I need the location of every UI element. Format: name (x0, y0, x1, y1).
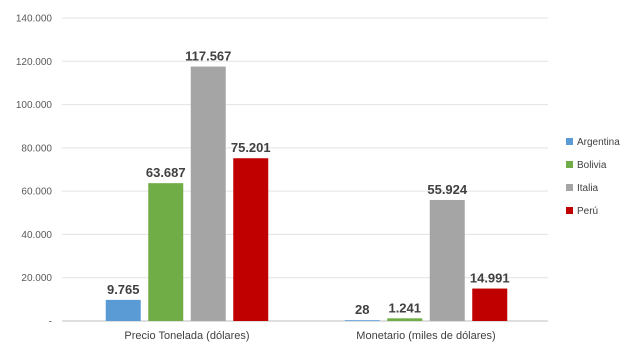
data-label: 14.991 (470, 271, 510, 286)
bar-bolivia-0 (148, 183, 184, 321)
legend-swatch-argentina (566, 138, 573, 145)
y-tick-label: 140.000 (16, 14, 53, 25)
bar-perú-0 (233, 158, 269, 321)
bar-argentina-0 (105, 299, 141, 321)
bar-italia-0 (190, 66, 226, 321)
legend-label: Bolivia (577, 160, 607, 171)
data-label: 9.765 (107, 282, 140, 297)
y-tick-label: 60.000 (21, 187, 52, 198)
y-tick-label: 100.000 (16, 100, 53, 111)
x-axis: Precio Tonelada (dólares) Monetario (mile… (124, 330, 495, 342)
legend-label: Argentina (577, 137, 620, 148)
legend-label: Perú (577, 206, 598, 217)
data-label: 1.241 (388, 300, 421, 315)
bar-perú-1 (472, 288, 508, 321)
legend-label: Italia (577, 183, 599, 194)
data-labels: 9.765 63.687 117.567 75.201 28 1.241 55.924 14.… (107, 49, 510, 318)
data-label: 63.687 (146, 165, 186, 180)
y-tick-label: 120.000 (16, 57, 53, 68)
y-tick-label: 20.000 (21, 273, 52, 284)
y-tick-label: - (49, 317, 52, 328)
grid-lines (62, 17, 548, 322)
y-axis: - 20.000 40.000 60.000 80.000 100.000 120.000 1… (16, 14, 53, 328)
bar-italia-1 (429, 199, 465, 321)
y-tick-label: 80.000 (21, 143, 52, 154)
data-label: 75.201 (231, 140, 271, 155)
x-category-label: Precio Tonelada (dólares) (124, 330, 249, 342)
legend-swatch-italia (566, 184, 573, 191)
bar-bolivia-1 (387, 318, 423, 321)
legend-swatch-perú (566, 207, 573, 214)
y-tick-label: 40.000 (21, 230, 52, 241)
bar-argentina-1 (344, 320, 380, 321)
x-category-label: Monetario (miles de dólares) (356, 330, 495, 342)
legend-swatch-bolivia (566, 161, 573, 168)
bars (105, 66, 508, 321)
data-label: 55.924 (427, 182, 468, 197)
data-label: 28 (355, 302, 369, 317)
data-label: 117.567 (185, 49, 231, 64)
legend: Argentina Bolivia Italia Perú (566, 137, 620, 217)
